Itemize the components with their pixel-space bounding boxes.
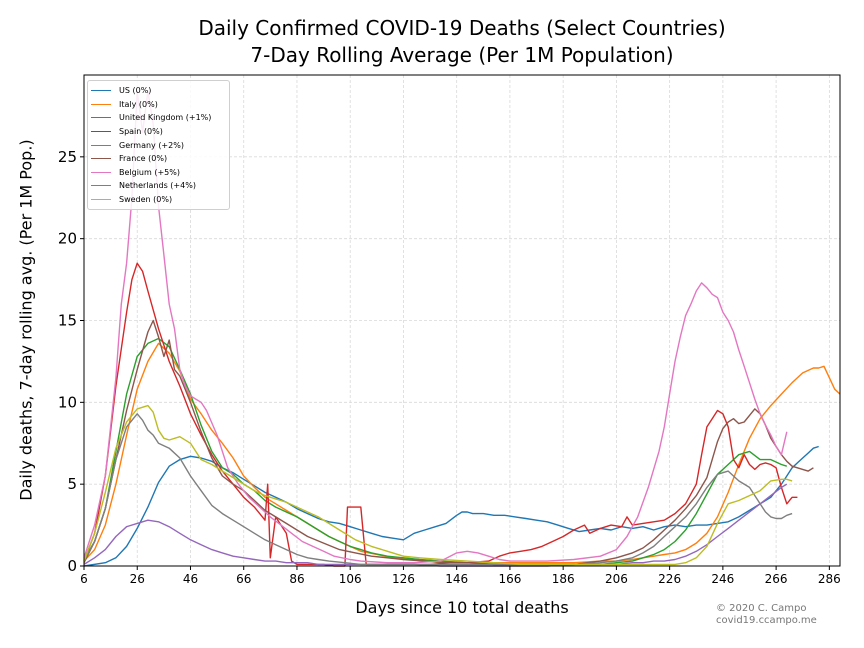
x-tick-label: 186 xyxy=(552,572,575,586)
x-tick-label: 166 xyxy=(498,572,521,586)
legend-label: Sweden (0%) xyxy=(119,195,173,205)
chart-title-line1: Daily Confirmed COVID-19 Deaths (Select … xyxy=(198,16,726,40)
legend-swatch xyxy=(91,185,111,187)
x-tick-label: 286 xyxy=(818,572,841,586)
y-axis-label: Daily deaths, 7-day rolling avg. (Per 1M… xyxy=(16,139,36,501)
legend-label: Germany (+2%) xyxy=(119,140,184,150)
legend-item-us: US (0%) xyxy=(88,84,229,98)
axis-ticks: 6 26 46 66 86 106 126 146 166 186 206 226 246 266 286 0… xyxy=(58,148,841,586)
chart-title-line2: 7-Day Rolling Average (Per 1M Population… xyxy=(250,43,674,67)
x-tick-label: 206 xyxy=(605,572,628,586)
legend-label: Italy (0%) xyxy=(119,99,158,109)
y-tick-label: 20 xyxy=(58,230,77,248)
y-tick-label: 5 xyxy=(67,475,77,493)
legend-label: Spain (0%) xyxy=(119,127,163,137)
x-tick-label: 146 xyxy=(445,572,468,586)
legend-label: United Kingdom (+1%) xyxy=(119,113,212,123)
legend-item-sweden: Sweden (0%) xyxy=(88,193,229,207)
legend: US (0%) Italy (0%) United Kingdom (+1%) … xyxy=(87,80,230,211)
y-tick-label: 25 xyxy=(58,148,77,166)
legend-swatch xyxy=(91,144,111,146)
y-tick-label: 10 xyxy=(58,393,77,411)
legend-item-belgium: Belgium (+5%) xyxy=(88,166,229,180)
x-tick-label: 246 xyxy=(711,572,734,586)
legend-swatch xyxy=(91,131,111,133)
x-tick-label: 86 xyxy=(289,572,304,586)
x-tick-label: 106 xyxy=(339,572,362,586)
legend-label: Belgium (+5%) xyxy=(119,167,180,177)
legend-label: Netherlands (+4%) xyxy=(119,181,196,191)
series-line-7 xyxy=(83,413,793,566)
series-line-6 xyxy=(83,90,788,564)
credit-copyright: © 2020 C. Campo xyxy=(716,603,807,614)
series-line-5 xyxy=(83,319,814,566)
legend-item-united-kingdom: United Kingdom (+1%) xyxy=(88,111,229,125)
x-tick-label: 266 xyxy=(765,572,788,586)
series-line-3 xyxy=(83,262,798,567)
x-tick-label: 6 xyxy=(80,572,88,586)
legend-swatch xyxy=(91,199,111,201)
x-tick-label: 26 xyxy=(130,572,145,586)
series-lines xyxy=(83,90,841,567)
legend-item-france: France (0%) xyxy=(88,152,229,166)
series-line-4 xyxy=(83,483,788,567)
legend-swatch xyxy=(91,117,111,119)
legend-item-spain: Spain (0%) xyxy=(88,125,229,139)
series-line-0 xyxy=(83,445,819,567)
series-line-8 xyxy=(83,404,793,566)
legend-swatch xyxy=(91,171,111,173)
y-tick-label: 0 xyxy=(67,557,77,575)
legend-item-italy: Italy (0%) xyxy=(88,98,229,112)
legend-item-germany: Germany (+2%) xyxy=(88,138,229,152)
credit-website: covid19.ccampo.me xyxy=(716,615,817,626)
series-line-2 xyxy=(83,337,788,566)
legend-label: US (0%) xyxy=(119,86,152,96)
x-tick-label: 66 xyxy=(236,572,251,586)
x-tick-label: 126 xyxy=(392,572,415,586)
x-tick-label: 226 xyxy=(658,572,681,586)
legend-item-netherlands: Netherlands (+4%) xyxy=(88,179,229,193)
y-tick-label: 15 xyxy=(58,312,77,330)
x-tick-label: 46 xyxy=(183,572,198,586)
legend-swatch xyxy=(91,158,111,160)
legend-swatch xyxy=(91,90,111,92)
x-axis-label: Days since 10 total deaths xyxy=(355,598,569,617)
legend-swatch xyxy=(91,103,111,105)
legend-label: France (0%) xyxy=(119,154,168,164)
